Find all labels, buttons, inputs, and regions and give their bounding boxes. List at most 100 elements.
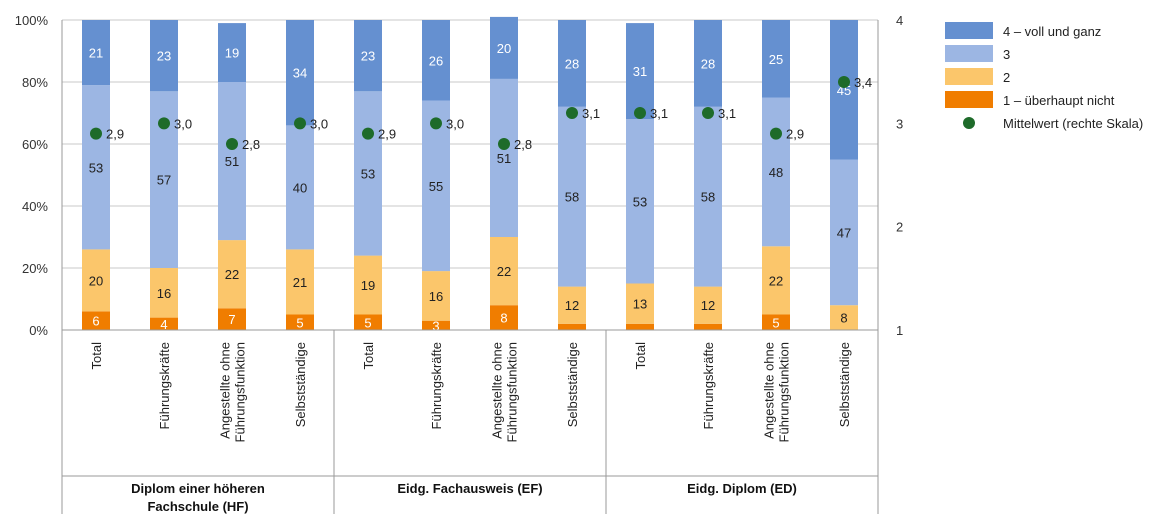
y2-tick-label: 1 — [896, 323, 903, 338]
bar-segment — [762, 20, 790, 98]
legend-label: Mittelwert (rechte Skala) — [1003, 116, 1143, 131]
data-label: 16 — [429, 289, 443, 304]
category-label: Total — [89, 342, 104, 370]
category-label: Führungskräfte — [157, 342, 172, 429]
mean-label: 2,9 — [106, 127, 124, 142]
y2-tick-label: 3 — [896, 116, 903, 131]
mean-markers: 2,9 3,0 2,8 3,0 2,9 3,0 2,8 3,1 3,1 3,1 2,9 3,4 — [90, 75, 872, 152]
mean-marker — [770, 127, 782, 140]
bar-segment — [694, 323, 722, 330]
bar-segment — [558, 106, 586, 287]
data-label: 21 — [293, 275, 307, 290]
data-label: 53 — [89, 160, 103, 175]
legend-label: 1 – überhaupt nicht — [1003, 93, 1115, 108]
data-label: 55 — [429, 179, 443, 194]
bar-segment — [626, 283, 654, 324]
y-tick-label: 80% — [22, 75, 48, 90]
data-label: 53 — [633, 194, 647, 209]
data-label: 51 — [497, 151, 511, 166]
bar-segment — [286, 20, 314, 126]
legend: 4 – voll und ganz 3 2 1 – überhaupt nicht Mi… — [945, 22, 1143, 131]
data-label: 23 — [361, 49, 375, 64]
data-label: 28 — [701, 56, 715, 71]
data-label: 57 — [157, 173, 171, 188]
mean-marker — [634, 107, 646, 119]
bar-segment — [490, 237, 518, 306]
bar-segment — [218, 308, 246, 330]
data-label: 25 — [769, 52, 783, 67]
data-label: 51 — [225, 154, 239, 169]
mean-label: 3,1 — [718, 106, 736, 121]
bar-segment — [694, 106, 722, 287]
bar-segment — [354, 20, 382, 92]
bar-segment — [218, 240, 246, 309]
data-label: 20 — [497, 41, 511, 56]
data-label: 58 — [701, 190, 715, 205]
bar-segment — [218, 23, 246, 83]
mean-label: 3,4 — [854, 75, 872, 90]
y-tick-label: 20% — [22, 261, 48, 276]
data-label: 22 — [225, 267, 239, 282]
bar-segment — [558, 286, 586, 324]
data-label: 5 — [364, 315, 371, 330]
bar-segment — [150, 20, 178, 92]
mean-marker — [362, 127, 374, 140]
category-label: Führungskräfte — [429, 342, 444, 429]
category-label: Führungsfunktion — [233, 342, 248, 442]
category-label: Total — [361, 342, 376, 370]
bar-segment — [830, 159, 858, 306]
bar-segment — [626, 119, 654, 284]
data-label: 47 — [837, 225, 851, 240]
bar-segment — [354, 91, 382, 256]
bar-segment — [762, 97, 790, 247]
mean-label: 2,9 — [378, 127, 396, 142]
bar-segment — [150, 268, 178, 318]
data-label: 40 — [293, 180, 307, 195]
group-label: Diplom einer höheren — [131, 481, 265, 496]
data-label: 31 — [633, 64, 647, 79]
mean-marker — [294, 117, 306, 130]
y2-tick-label: 4 — [896, 13, 903, 28]
legend-label: 4 – voll und ganz — [1003, 24, 1101, 39]
y-tick-label: 60% — [22, 137, 48, 152]
bar-segment — [694, 286, 722, 324]
mean-label: 2,8 — [514, 137, 532, 152]
mean-marker — [226, 138, 238, 150]
category-label: Angestellte ohne — [490, 342, 505, 439]
gridlines — [62, 19, 878, 269]
mean-marker — [702, 107, 714, 119]
bar-segment — [82, 249, 110, 312]
category-label: Total — [633, 342, 648, 370]
data-label: 19 — [361, 278, 375, 293]
bar-segment — [490, 305, 518, 330]
y-tick-label: 40% — [22, 199, 48, 214]
mean-label: 2,8 — [242, 137, 260, 152]
data-label: 6 — [92, 314, 99, 329]
mean-marker — [566, 107, 578, 119]
bar-segment — [422, 320, 450, 330]
bar-segment — [830, 20, 858, 160]
category-label: Angestellte ohne — [762, 342, 777, 439]
bar-segment — [82, 85, 110, 250]
category-label: Führungsfunktion — [777, 342, 792, 442]
data-label: 58 — [565, 190, 579, 205]
data-label: 8 — [840, 311, 847, 326]
category-label: Selbstständige — [293, 342, 308, 427]
data-label: 21 — [89, 46, 103, 61]
data-label: 48 — [769, 165, 783, 180]
mean-label: 3,0 — [174, 116, 192, 131]
data-label: 12 — [701, 298, 715, 313]
bar-segment — [558, 20, 586, 107]
bar-segment — [354, 255, 382, 315]
data-label: 16 — [157, 286, 171, 301]
bar-segment — [490, 78, 518, 238]
bar-segment — [82, 20, 110, 86]
bar-segment — [830, 305, 858, 330]
bar-segment — [422, 20, 450, 101]
legend-swatch — [945, 68, 993, 85]
group-label: Fachschule (HF) — [147, 499, 248, 514]
bar-segment — [286, 249, 314, 315]
bar-segment — [626, 23, 654, 120]
data-label: 5 — [296, 315, 303, 330]
